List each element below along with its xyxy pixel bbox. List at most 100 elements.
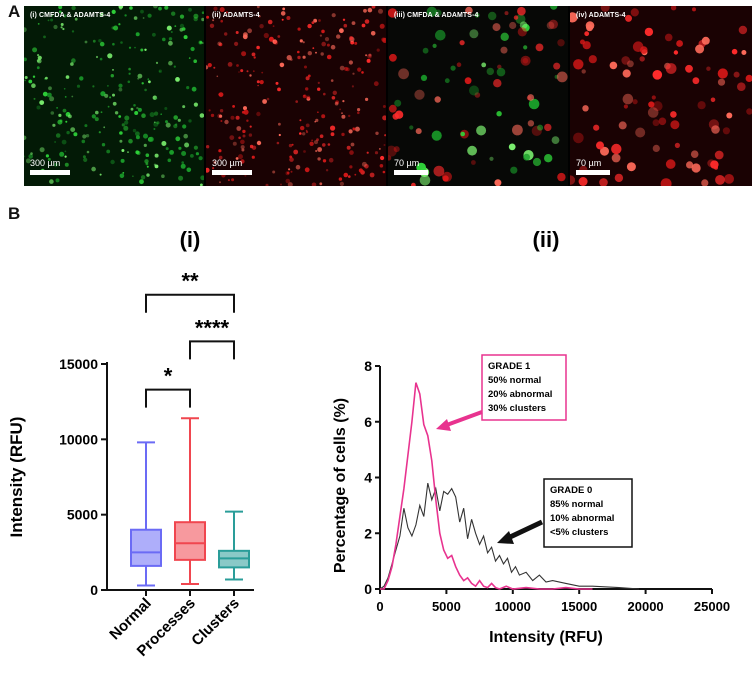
cell-spot [135, 135, 140, 140]
cell-spot [120, 41, 123, 44]
cell-spot [49, 179, 54, 184]
cell-spot [50, 14, 53, 17]
cell-spot [45, 76, 48, 80]
series-line-grade-0 [379, 482, 640, 590]
cell-spot [585, 21, 595, 30]
cell-spot [366, 151, 369, 154]
cell-spot [213, 6, 218, 11]
cell-spot [570, 175, 576, 185]
cell-spot [635, 127, 646, 138]
cell-spot [119, 173, 125, 179]
y-tick-label: 0 [364, 581, 372, 597]
cell-spot [414, 89, 425, 100]
cell-spot [119, 7, 122, 10]
cell-spot [118, 23, 121, 26]
chart-title: (ii) [533, 227, 560, 252]
cell-spot [367, 54, 372, 59]
cell-spot [121, 149, 125, 152]
cell-spot [58, 113, 62, 117]
cell-spot [302, 55, 306, 59]
cell-spot [220, 120, 223, 122]
cell-spot [731, 48, 738, 55]
cell-spot [323, 92, 326, 96]
cell-spot [349, 150, 354, 155]
cell-spot [146, 165, 149, 168]
cell-spot [717, 68, 728, 79]
x-tick-label: 25000 [694, 599, 730, 614]
cell-spot [236, 126, 242, 131]
cell-spot [701, 179, 709, 186]
panel-letter-a: A [8, 2, 21, 21]
cell-spot [178, 175, 184, 181]
cell-spot [285, 178, 291, 184]
cell-spot [186, 167, 192, 173]
cell-spot [342, 100, 345, 103]
micrograph-panel-iii: (iii) CMFDA & ADAMTS-4 70 µm [388, 6, 568, 186]
cell-spot [348, 60, 353, 65]
cell-spot [24, 57, 27, 62]
cell-spot [219, 114, 223, 118]
cell-spot [434, 96, 441, 103]
cell-spot [178, 146, 182, 150]
cell-spot [218, 149, 222, 153]
cell-spot [92, 39, 96, 43]
cell-spot [154, 164, 159, 169]
cell-spot [62, 108, 67, 113]
cell-spot [161, 141, 167, 146]
x-tick-label: 10000 [495, 599, 531, 614]
cell-spot [307, 74, 311, 78]
cell-spot [144, 159, 149, 164]
cell-spot [517, 27, 527, 37]
cell-spot [738, 25, 748, 35]
cell-spot [532, 157, 542, 167]
cell-spot [380, 155, 385, 161]
cell-spot [531, 125, 542, 136]
cell-spot [47, 157, 51, 161]
cell-spot [322, 159, 327, 163]
cell-spot [174, 25, 177, 27]
cell-spot [346, 145, 351, 150]
cell-spot [316, 138, 319, 142]
cell-spot [670, 120, 680, 130]
cell-spot [135, 32, 140, 37]
annotation-line: 50% normal [488, 375, 541, 386]
cell-spot [527, 94, 535, 101]
cell-spot [375, 131, 379, 135]
cell-spot [277, 35, 281, 38]
cell-spot [442, 175, 449, 182]
cell-spot [206, 145, 210, 149]
cell-spot [179, 23, 185, 29]
cell-spot [141, 113, 146, 118]
cell-spot [112, 93, 115, 97]
cell-spot [676, 40, 683, 47]
cell-spot [315, 118, 319, 122]
cell-spot [119, 131, 123, 135]
cell-spot [128, 72, 131, 75]
cell-spot [82, 134, 87, 139]
cell-spot [330, 125, 336, 131]
cell-spot [291, 143, 294, 146]
cell-spot [658, 117, 667, 126]
cell-spot [28, 79, 33, 84]
scale-bar-label: 70 µm [394, 158, 420, 168]
cell-spot [207, 63, 212, 68]
cell-spot [70, 127, 76, 132]
cell-spot [199, 41, 203, 44]
cell-spot [122, 172, 125, 174]
cell-spot [99, 173, 102, 176]
cell-spot [262, 99, 267, 104]
significance-bracket: * [145, 364, 191, 408]
cell-spot [318, 19, 321, 22]
cell-spot [164, 107, 168, 110]
cell-spot [724, 174, 734, 184]
cell-spot [523, 153, 530, 161]
cell-spot [289, 157, 294, 162]
cell-spot [98, 39, 102, 43]
cell-spot [322, 143, 326, 147]
cell-spot [259, 24, 264, 29]
cell-spot [379, 23, 385, 29]
cell-spot [357, 111, 360, 115]
cell-spot [349, 165, 353, 169]
cell-spot [398, 68, 409, 80]
